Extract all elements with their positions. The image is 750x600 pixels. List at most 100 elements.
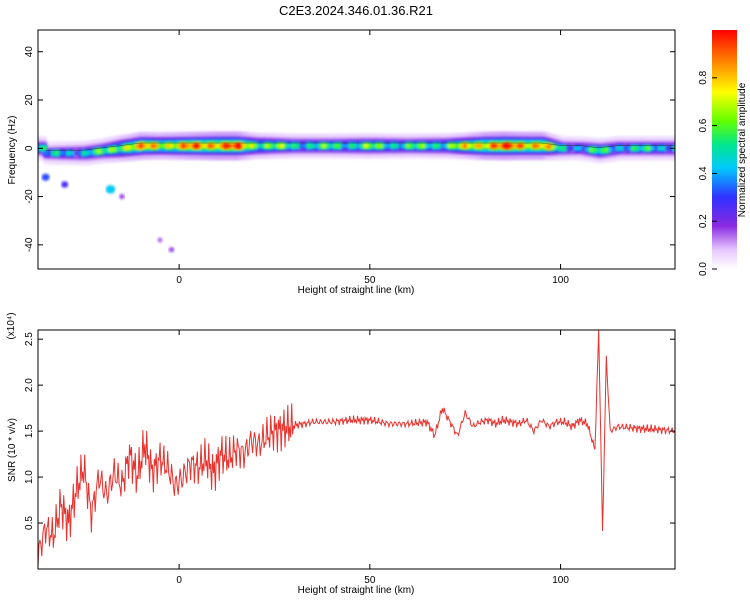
ridge-cell: [226, 144, 234, 148]
ridge-cell: [573, 146, 581, 150]
snr-xlabel: Height of straight line (km): [298, 585, 415, 596]
y-tick-label: 1.5: [24, 424, 35, 438]
ridge-cell: [474, 144, 482, 148]
ridge-cell: [550, 145, 558, 149]
x-tick-label: 50: [364, 575, 376, 586]
ridge-cell: [142, 144, 150, 148]
ridge-cell: [570, 146, 577, 150]
ridge-cell: [539, 144, 547, 148]
ridge-cell: [116, 147, 123, 151]
ridge-cell: [348, 144, 356, 148]
ridge-cell: [516, 144, 524, 148]
ridge-cell: [238, 144, 245, 148]
ridge-cell: [425, 144, 432, 148]
colorbar-tick-label: 0.4: [698, 166, 709, 180]
ridge-cell: [100, 149, 108, 153]
ridge-cell: [661, 146, 669, 150]
ridge-cell: [364, 144, 371, 148]
ridge-cell: [611, 147, 619, 151]
ridge-cell: [486, 144, 493, 148]
ridge-cell: [268, 144, 276, 148]
spectral-patch: [41, 173, 50, 181]
colorbar-tick-label: 0.2: [698, 214, 709, 228]
ridge-cell: [501, 144, 509, 148]
ridge-cell: [524, 144, 532, 148]
ridge-cell: [653, 146, 661, 150]
colorbar-gradient: [712, 30, 737, 269]
ridge-cell: [577, 146, 585, 150]
ridge-cell: [394, 144, 402, 148]
ridge-cell: [287, 144, 295, 148]
y-tick-label: 1.0: [24, 470, 35, 484]
ridge-cell: [375, 144, 383, 148]
y-tick-label: 0.5: [24, 516, 35, 530]
snr-panel: 0 50 100 0.5 1.0 1.5 2.0 2.5 Height of straight…: [6, 312, 676, 596]
colorbar-tick-label: 0.6: [698, 118, 709, 132]
ridge-cell: [97, 149, 104, 153]
ridge-cell: [596, 149, 604, 153]
ridge-cell: [104, 148, 112, 152]
ridge-cell: [318, 144, 326, 148]
ridge-cell: [489, 144, 497, 148]
ridge-cell: [520, 144, 528, 148]
ridge-cell: [566, 146, 574, 150]
ridge-cell: [444, 144, 451, 148]
ridge-cell: [283, 144, 291, 148]
ridge-cell: [409, 144, 417, 148]
ridge-cell: [158, 144, 165, 148]
ridge-cell: [276, 144, 284, 148]
ridge-cell: [264, 144, 272, 148]
ridge-cell: [234, 144, 242, 148]
y-tick-label: -20: [24, 189, 35, 204]
ridge-cell: [329, 144, 337, 148]
y-tick-label: -40: [24, 237, 35, 252]
ridge-cell: [81, 151, 89, 155]
ridge-cell: [215, 144, 223, 148]
ridge-cell: [192, 144, 200, 148]
y-tick-label: 20: [24, 94, 35, 106]
snr-series-line: [38, 330, 675, 567]
ridge-cell: [188, 144, 196, 148]
ridge-cell: [62, 151, 70, 155]
ridge-cell: [447, 144, 455, 148]
spectral-patch: [61, 181, 69, 188]
ridge-cell: [89, 150, 97, 154]
x-tick-label: 0: [176, 275, 182, 286]
ridge-cell: [39, 146, 47, 150]
ridge-cell: [417, 144, 425, 148]
ridge-cell: [303, 144, 310, 148]
ridge-cell: [249, 144, 257, 148]
ridge-cell: [356, 144, 364, 148]
colorbar: 0.0 0.2 0.4 0.6 0.8 Normalized spectral ampl…: [698, 30, 748, 276]
colorbar-ticks: 0.0 0.2 0.4 0.6 0.8: [698, 70, 717, 276]
ridge-cell: [604, 148, 612, 152]
ridge-cell: [306, 144, 314, 148]
ridge-cell: [108, 148, 116, 152]
ridge-cell: [261, 144, 268, 148]
ridge-cell: [211, 144, 219, 148]
ridge-cell: [512, 144, 520, 148]
ridge-cell: [314, 144, 322, 148]
ridge-cell: [581, 147, 589, 151]
ridge-cell: [146, 144, 154, 148]
ridge-cell: [646, 146, 654, 150]
ridge-cell: [470, 144, 478, 148]
x-tick-label: 100: [552, 275, 569, 286]
snr-content: [38, 330, 675, 567]
ridge-cell: [352, 144, 360, 148]
ridge-cell: [627, 146, 635, 150]
ridge-cell: [421, 144, 429, 148]
ridge-cell: [642, 146, 650, 150]
ridge-cell: [478, 144, 486, 148]
y-tick-label: 40: [24, 46, 35, 58]
x-tick-label: 0: [176, 575, 182, 586]
snr-axes: 0 50 100 0.5 1.0 1.5 2.0 2.5: [24, 330, 675, 586]
ridge-cell: [657, 146, 665, 150]
ridge-cell: [371, 144, 379, 148]
y-tick-label: 2.0: [24, 378, 35, 392]
snr-multiplier: (x10⁴): [6, 312, 17, 339]
ridge-edge-line: [45, 142, 675, 151]
ridge-cell: [497, 144, 505, 148]
ridge-cell: [390, 144, 398, 148]
